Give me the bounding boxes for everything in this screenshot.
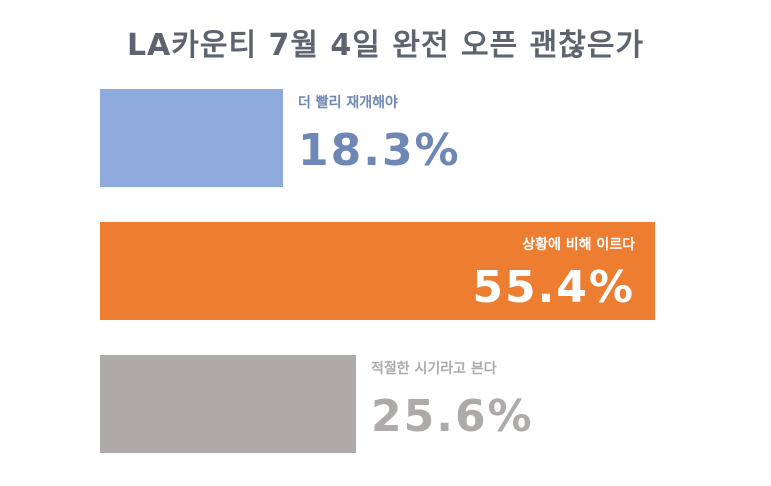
value-label-3: 25.6% — [371, 391, 534, 442]
category-label-3: 적절한 시기라고 본다 — [371, 361, 497, 377]
value-label-2: 55.4% — [472, 262, 635, 313]
chart-title: LA카운티 7월 4일 완전 오픈 괜찮은가 — [126, 28, 645, 63]
value-label-1: 18.3% — [298, 125, 461, 176]
bar-2 — [100, 222, 655, 320]
category-label-1: 더 빨리 재개해야 — [298, 95, 398, 111]
bar-3 — [100, 355, 356, 453]
bar-1 — [100, 89, 283, 187]
category-label-2: 상황에 비해 이르다 — [522, 237, 635, 253]
